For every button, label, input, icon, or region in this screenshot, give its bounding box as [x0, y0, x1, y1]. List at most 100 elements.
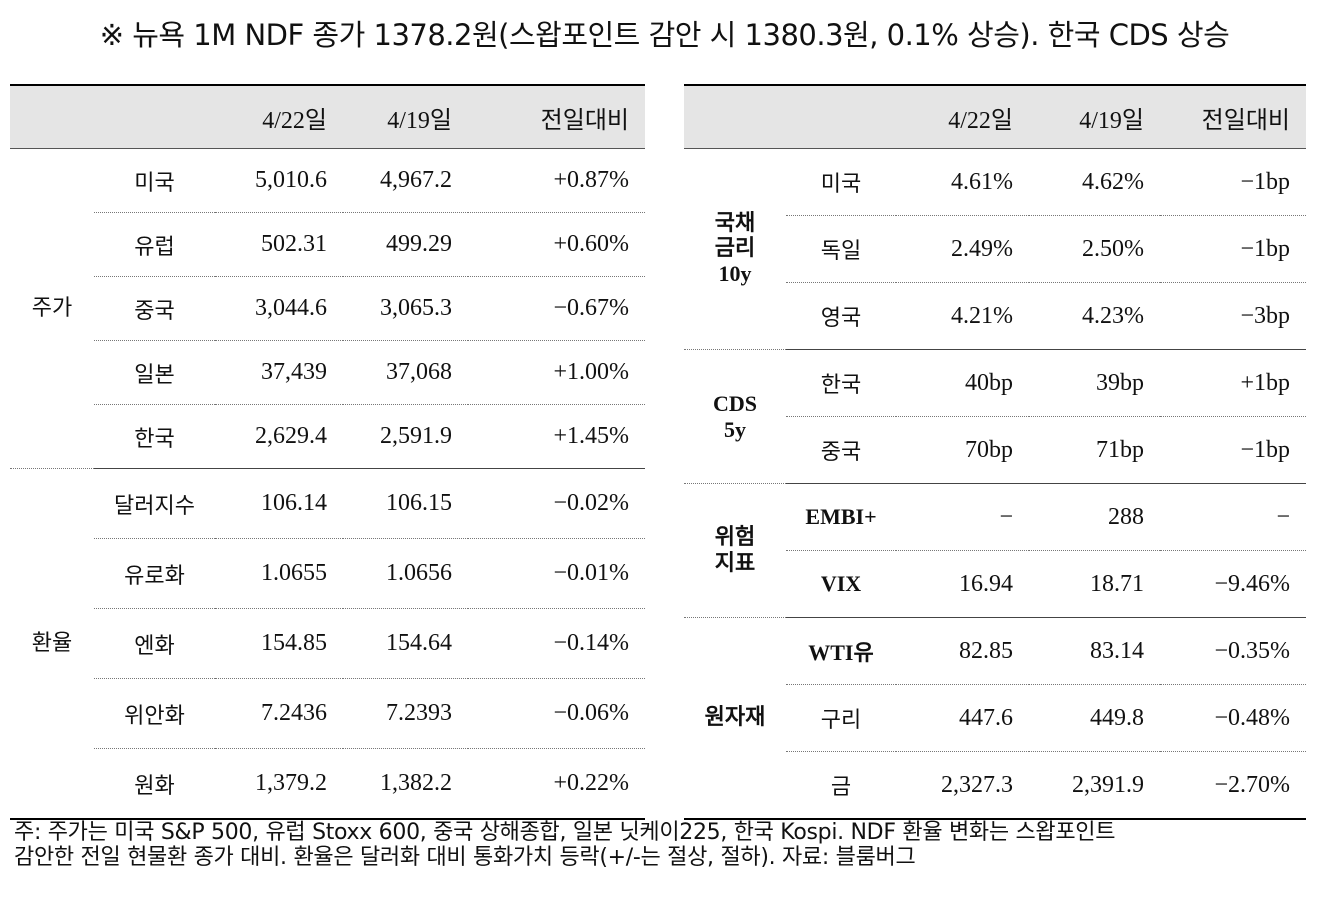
- value-change: +1bp: [1160, 349, 1306, 417]
- value-current: 37,439: [215, 340, 343, 405]
- page-title: ※ 뉴욕 1M NDF 종가 1378.2원(스왑포인트 감안 시 1380.3…: [99, 18, 1230, 52]
- value-current: 2,327.3: [941, 771, 1013, 798]
- table-row: 환율 달러지수 106.14 106.15 −0.02%: [10, 468, 645, 820]
- footnote: 주: 주가는 미국 S&P 500, 유럽 Stoxx 600, 중국 상해종합…: [14, 820, 1314, 870]
- row-label: 위안화: [94, 678, 215, 749]
- row-label: 달러지수: [94, 468, 215, 539]
- header-date-current: 4/22일: [215, 85, 343, 149]
- row-label: 유로화: [94, 538, 215, 609]
- table-row: 독일 2.49% 2.50% −1bp: [684, 215, 1306, 283]
- value-previous: 4.23%: [1029, 282, 1160, 350]
- value-previous: 2,591.9: [343, 404, 468, 469]
- value-change: −1bp: [1160, 148, 1306, 216]
- value-current: 1,379.2: [255, 770, 327, 796]
- row-label: 미국: [786, 148, 896, 216]
- row-label: 영국: [786, 282, 896, 350]
- table-row: 중국 3,044.6 3,065.3 −0.67%: [10, 276, 645, 341]
- value-current: 447.6: [896, 684, 1029, 752]
- value-change: −0.48%: [1160, 684, 1306, 752]
- table-row: CDS 5y 한국 40bp 39bp +1bp: [684, 349, 1306, 484]
- value-previous: 288: [1029, 483, 1160, 551]
- group-label-fx: 환율: [10, 468, 94, 820]
- header-date-current: 4/22일: [896, 85, 1029, 149]
- table-row: VIX 16.94 18.71 −9.46%: [684, 550, 1306, 618]
- value-current: 7.2436: [215, 678, 343, 749]
- group-label-commodities: 원자재: [684, 617, 786, 820]
- header-row: 4/22일 4/19일 전일대비: [684, 85, 1306, 149]
- value-change: +1.00%: [468, 340, 645, 405]
- footnote-line: 주: 주가는 미국 S&P 500, 유럽 Stoxx 600, 중국 상해종합…: [14, 820, 1116, 845]
- value-previous: 1,382.2: [380, 770, 452, 796]
- value-previous: 4,967.2: [343, 148, 468, 213]
- value-current: 4.21%: [896, 282, 1029, 350]
- table-row: 위험 지표 EMBI+ − 288 −: [684, 483, 1306, 618]
- header-blank: [94, 85, 215, 149]
- value-change: +0.87%: [468, 148, 645, 213]
- value-change: −0.14%: [468, 608, 645, 679]
- table-row: 위안화 7.2436 7.2393 −0.06%: [10, 678, 645, 749]
- value-current: 106.14: [215, 468, 343, 539]
- table-row: 영국 4.21% 4.23% −3bp: [684, 282, 1306, 350]
- value-previous: 154.64: [343, 608, 468, 679]
- header-blank: [786, 85, 896, 149]
- value-current: 2.49%: [896, 215, 1029, 283]
- value-previous: 4.62%: [1029, 148, 1160, 216]
- value-change: −: [1160, 483, 1306, 551]
- row-label: 구리: [786, 684, 896, 752]
- table-row: 원화 1,379.2 1,382.2 +0.22%: [10, 749, 645, 820]
- value-change: −0.02%: [468, 468, 645, 539]
- value-current: 16.94: [896, 550, 1029, 618]
- value-current: 1.0655: [215, 538, 343, 609]
- value-current: 40bp: [896, 349, 1029, 417]
- row-label: 원화: [134, 773, 175, 799]
- value-current: 2,629.4: [215, 404, 343, 469]
- table-row: 구리 447.6 449.8 −0.48%: [684, 684, 1306, 752]
- value-previous: 1.0656: [343, 538, 468, 609]
- table-row: 국채 금리 10y 미국 4.61% 4.62% −1bp: [684, 148, 1306, 350]
- value-previous: 499.29: [343, 212, 468, 277]
- header-blank: [10, 85, 94, 149]
- row-label: 한국: [786, 349, 896, 417]
- value-change: −9.46%: [1160, 550, 1306, 618]
- value-previous: 106.15: [343, 468, 468, 539]
- header-blank: [684, 85, 786, 149]
- row-label: 금: [830, 775, 852, 800]
- header-change: 전일대비: [1160, 85, 1306, 149]
- row-label: 유럽: [94, 212, 215, 277]
- table-row: 한국 2,629.4 2,591.9 +1.45%: [10, 404, 645, 469]
- header-date-previous: 4/19일: [343, 85, 468, 149]
- value-change: −0.35%: [1160, 617, 1306, 685]
- value-change: −0.67%: [468, 276, 645, 341]
- value-current: 4.61%: [896, 148, 1029, 216]
- header-row: 4/22일 4/19일 전일대비: [10, 85, 645, 149]
- row-label: 한국: [94, 404, 215, 469]
- table-row: 유로화 1.0655 1.0656 −0.01%: [10, 538, 645, 609]
- value-change: −1bp: [1160, 215, 1306, 283]
- table-row: 원자재 WTI유 82.85 83.14 −0.35%: [684, 617, 1306, 820]
- value-previous: 37,068: [343, 340, 468, 405]
- footnote-line: 감안한 전일 현물환 종가 대비. 환율은 달러화 대비 통화가치 등락(+/-…: [14, 845, 916, 870]
- value-previous: 18.71: [1029, 550, 1160, 618]
- value-previous: 83.14: [1029, 617, 1160, 685]
- value-current: 82.85: [896, 617, 1029, 685]
- table-row: 주가 미국 5,010.6 4,967.2 +0.87%: [10, 148, 645, 469]
- row-label: 독일: [786, 215, 896, 283]
- header-date-previous: 4/19일: [1029, 85, 1160, 149]
- value-current: 5,010.6: [215, 148, 343, 213]
- value-change: −0.06%: [468, 678, 645, 749]
- value-previous: 449.8: [1029, 684, 1160, 752]
- value-previous: 71bp: [1029, 416, 1160, 484]
- table-row: 유럽 502.31 499.29 +0.60%: [10, 212, 645, 277]
- value-previous: 2,391.9: [1072, 771, 1144, 798]
- row-label: 중국: [786, 416, 896, 484]
- header-change: 전일대비: [468, 85, 645, 149]
- row-label: 엔화: [94, 608, 215, 679]
- group-label-risk: 위험 지표: [684, 483, 786, 618]
- left-market-table: 4/22일 4/19일 전일대비 주가 미국 5,010.6 4,967.2 +…: [10, 84, 645, 820]
- value-change: +1.45%: [468, 404, 645, 469]
- value-change: +0.60%: [468, 212, 645, 277]
- right-market-table: 4/22일 4/19일 전일대비 국채 금리 10y 미국 4.61% 4.62% …: [684, 84, 1306, 820]
- value-previous: 3,065.3: [343, 276, 468, 341]
- table-row: 중국 70bp 71bp −1bp: [684, 416, 1306, 484]
- row-label: 중국: [94, 276, 215, 341]
